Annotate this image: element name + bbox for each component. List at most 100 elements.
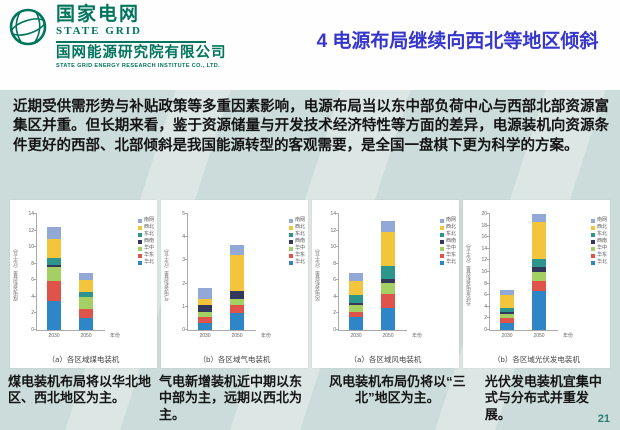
y-tick-label: 3 — [182, 257, 185, 264]
legend-swatch — [439, 218, 444, 223]
y-tick-label: 4 — [182, 234, 185, 241]
stacked-bar-2030 — [198, 287, 212, 330]
bar-segment-东北 — [381, 266, 395, 280]
stacked-bar-2050 — [532, 214, 546, 330]
legend-swatch — [288, 260, 293, 265]
legend-item: 东北 — [137, 231, 154, 237]
legend-item: 华东 — [137, 253, 154, 258]
slide-title: 4 电源布局继续向西北等地区倾斜 — [316, 31, 599, 52]
legend-label: 华东 — [596, 252, 607, 258]
brand-name-en: STATE GRID — [56, 25, 142, 37]
bar-segment-南网 — [381, 220, 395, 232]
legend-label: 华中 — [596, 245, 607, 251]
legend-label: 西南 — [445, 238, 456, 244]
chart-legend: 南网 西北 东北 西南 华中 华东 华北 — [590, 218, 607, 267]
bar-segment-南网 — [79, 272, 93, 280]
legend-swatch — [590, 253, 595, 258]
y-tick-label: 10 — [330, 244, 336, 251]
bar-segment-华中 — [381, 283, 395, 294]
y-tick-label: 10 — [28, 244, 34, 251]
bar-segment-南网 — [349, 272, 363, 281]
chart-panel-0: 煤电装机容量（亿千瓦） 0 2 4 6 8 10 12 14 2030 2050 年份 南网 西北 东北 西南… — [10, 200, 157, 368]
legend-item: 华中 — [288, 245, 305, 251]
legend-swatch — [590, 239, 595, 244]
y-tick-label: 1 — [182, 303, 185, 310]
y-tick-label: 0 — [484, 327, 487, 333]
y-tick-mark — [34, 279, 37, 281]
y-tick-label: 14 — [481, 245, 487, 252]
bar-segment-华北 — [381, 307, 395, 330]
x-category-label: 2050 — [231, 333, 243, 339]
legend-item: 华北 — [439, 259, 456, 265]
legend-label: 东北 — [596, 231, 607, 237]
legend-label: 西南 — [143, 238, 154, 244]
chart-caption: （b）各区域气电装机 — [198, 355, 271, 364]
y-tick-label: 5 — [182, 211, 185, 217]
stacked-bar-2050 — [230, 245, 244, 330]
legend-swatch — [439, 225, 444, 230]
y-tick-mark — [336, 329, 339, 330]
legend-item: 西北 — [590, 225, 607, 230]
footnote-coal: 煤电装机布局将以华北地区、西北地区为主。 — [8, 374, 152, 406]
chart-legend: 南网 西北 东北 西南 华中 华东 华北 — [137, 217, 154, 267]
y-tick-mark — [487, 329, 490, 330]
legend-item: 西北 — [137, 225, 154, 230]
bar-segment-西南 — [532, 266, 546, 273]
y-tick-label: 6 — [484, 292, 487, 299]
bar-segment-华东 — [230, 304, 244, 313]
institute-name-cn: 国网能源研究院有限公司 — [56, 45, 227, 61]
bar-segment-西南 — [47, 264, 61, 268]
legend-label: 南网 — [143, 217, 154, 223]
legend-swatch — [439, 246, 444, 251]
legend-label: 华中 — [294, 245, 305, 251]
legend-label: 华北 — [596, 259, 607, 265]
legend-swatch — [137, 225, 142, 230]
y-tick-label: 0 — [333, 327, 336, 333]
y-axis-label: 光伏发电装机容量（亿千瓦） — [466, 241, 472, 307]
legend-swatch — [288, 253, 293, 258]
y-tick-mark — [336, 262, 339, 264]
bar-segment-西北 — [500, 294, 514, 309]
legend-label: 华北 — [445, 259, 456, 265]
y-tick-mark — [34, 312, 37, 314]
bar-segment-南网 — [230, 245, 244, 255]
bar-segment-华北 — [198, 323, 212, 330]
charts-row: 煤电装机容量（亿千瓦） 0 2 4 6 8 10 12 14 2030 2050 年份 南网 西北 东北 西南… — [10, 200, 610, 368]
chart-legend: 南网 西北 东北 西南 华中 华东 华北 — [439, 218, 456, 267]
legend-swatch — [590, 246, 595, 251]
legend-label: 华东 — [294, 252, 305, 258]
legend-item: 东北 — [288, 231, 305, 237]
stacked-bar-2050 — [381, 220, 395, 330]
chart-caption: （a）各区域风电装机 — [349, 355, 422, 364]
bar-segment-华北 — [532, 290, 546, 330]
legend-swatch — [137, 260, 142, 265]
legend-label: 西北 — [294, 224, 305, 230]
y-tick-mark — [34, 329, 37, 330]
bar-segment-华东 — [532, 281, 546, 291]
bar-segment-西北 — [198, 298, 212, 305]
legend-swatch — [590, 232, 595, 237]
legend-swatch — [590, 218, 595, 223]
legend-label: 东北 — [143, 231, 154, 237]
legend-swatch — [439, 232, 444, 237]
legend-label: 西南 — [294, 238, 305, 244]
globe-icon — [9, 8, 47, 46]
plot-area: 0 1 2 3 4 5 2030 2050 年份 — [182, 212, 271, 340]
legend-item: 西南 — [288, 238, 305, 244]
legend-item: 西北 — [288, 224, 305, 230]
y-tick-label: 4 — [333, 293, 336, 300]
legend-label: 东北 — [294, 231, 305, 237]
legend-swatch — [137, 232, 142, 237]
chart-panel-1: 气电装机容量（亿千瓦） 0 1 2 3 4 5 2030 2050 年份 南网 西北 东北 西南 华中 华东华… — [161, 200, 308, 368]
bar-segment-华东 — [79, 308, 93, 319]
y-tick-mark — [185, 236, 188, 238]
chart-legend: 南网 西北 东北 西南 华中 华东 华北 — [288, 218, 305, 267]
legend-item: 南网 — [590, 218, 607, 223]
bar-segment-东北 — [47, 257, 61, 265]
bar-segment-西北 — [230, 254, 244, 291]
bar-segment-南网 — [47, 227, 61, 239]
chart-panel-2: 风电装机容量（亿千瓦） 0 2 4 6 8 10 12 14 2030 2050 年份 南网 西北 东北 西南… — [312, 200, 459, 368]
legend-label: 东北 — [445, 231, 456, 237]
bar-segment-东北 — [79, 291, 93, 297]
